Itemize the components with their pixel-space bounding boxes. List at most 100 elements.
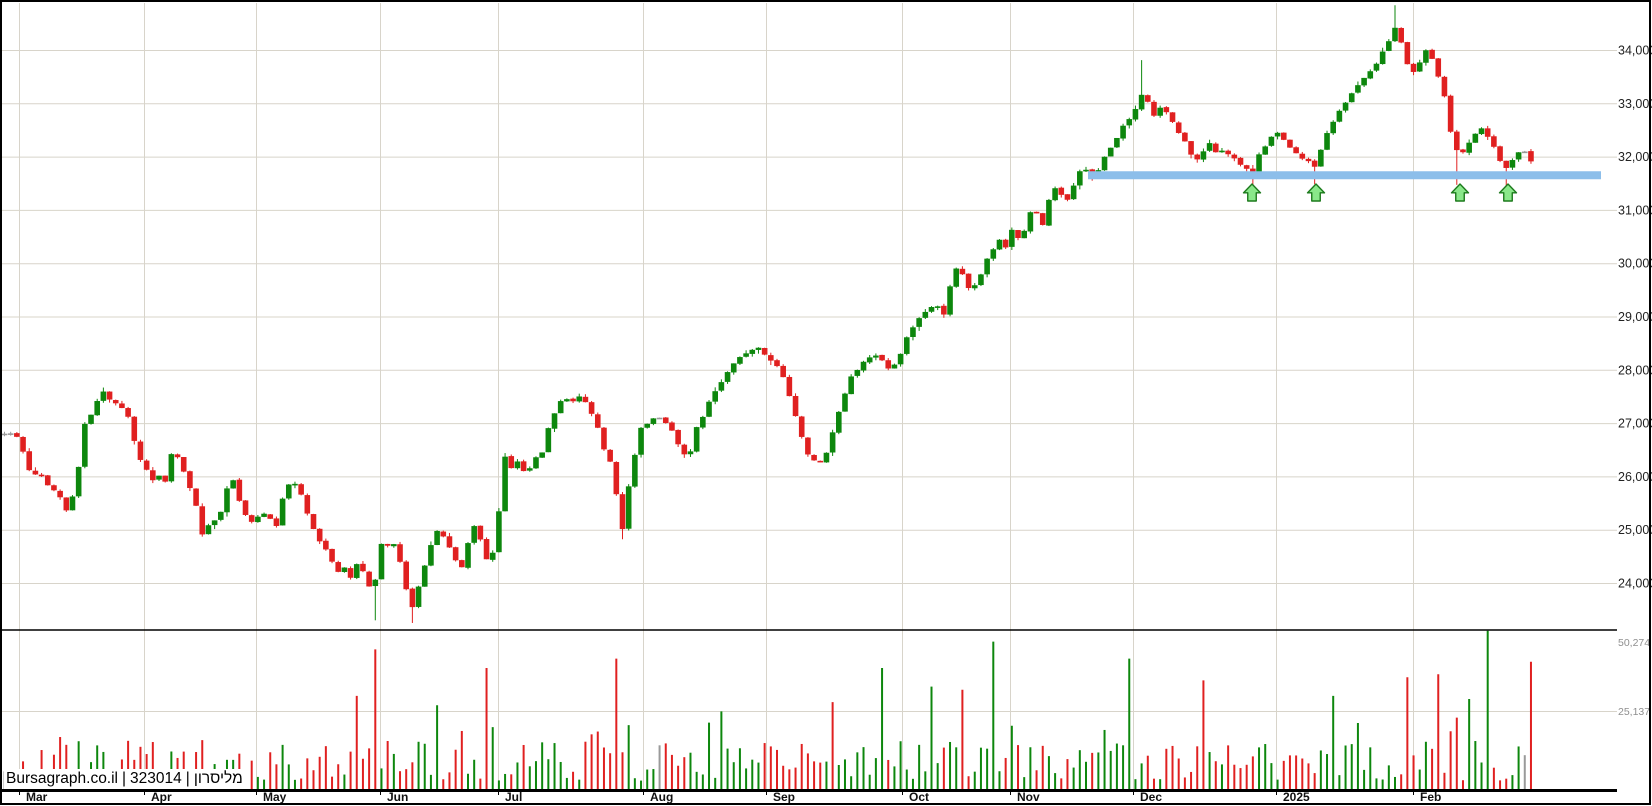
- support-trendline[interactable]: [1088, 171, 1601, 180]
- candle-body: [1262, 146, 1269, 155]
- candle-body: [1151, 101, 1157, 116]
- candle-body: [545, 428, 552, 453]
- candle-body: [916, 318, 922, 327]
- candle-body: [1361, 77, 1367, 86]
- candle-body: [934, 306, 941, 308]
- candle-body: [656, 417, 663, 420]
- candle-body: [298, 484, 304, 495]
- candle-body: [866, 357, 873, 363]
- candle-body: [761, 348, 768, 355]
- candle-body: [353, 564, 360, 578]
- candle-body: [7, 433, 14, 435]
- candle-body: [1039, 213, 1046, 225]
- candle-body: [372, 579, 379, 587]
- candle-body: [848, 376, 854, 395]
- buy-signal-arrow-icon[interactable]: [1242, 183, 1262, 202]
- buy-signal-arrow-icon[interactable]: [1450, 183, 1470, 202]
- candle-body: [366, 571, 372, 587]
- candle-body: [625, 486, 632, 529]
- candle-body: [1348, 93, 1355, 103]
- candle-body: [428, 545, 434, 566]
- candle-body: [1274, 132, 1281, 137]
- candle-body: [242, 500, 249, 515]
- candle-body: [1472, 133, 1479, 143]
- candle-body: [452, 547, 459, 561]
- candle-body: [941, 305, 947, 315]
- volume-axis-label: 50,274: [1618, 637, 1650, 649]
- candle-body: [737, 357, 743, 364]
- candle-body: [496, 511, 502, 553]
- candle-body: [1367, 71, 1374, 79]
- candle-body: [1250, 168, 1256, 172]
- candle-body: [32, 470, 39, 475]
- candle-body: [347, 568, 354, 578]
- candle-body: [384, 543, 391, 546]
- candle-body: [205, 525, 212, 535]
- candle-body: [1132, 109, 1139, 120]
- candle-body: [1441, 76, 1448, 97]
- buy-signal-arrow-icon[interactable]: [1306, 183, 1326, 202]
- candle-body: [644, 423, 651, 428]
- candle-body: [780, 365, 786, 378]
- candle-body: [669, 422, 675, 431]
- candle-body: [1243, 165, 1250, 169]
- candle-body: [174, 454, 181, 458]
- candle-body: [774, 360, 780, 367]
- candle-body: [1107, 147, 1114, 157]
- candle-body: [508, 456, 515, 469]
- month-axis-label: May: [263, 790, 287, 804]
- candle-body: [897, 353, 904, 365]
- candle-body: [743, 353, 749, 357]
- candle-body: [829, 432, 836, 453]
- candle-body: [687, 451, 694, 455]
- candle-body: [1114, 137, 1120, 148]
- month-axis-label: Jun: [387, 790, 408, 804]
- candle-body: [143, 460, 150, 470]
- candle-body: [26, 451, 33, 471]
- buy-signal-arrow-icon[interactable]: [1498, 183, 1518, 202]
- candle-body: [125, 408, 131, 417]
- candle-body: [211, 520, 218, 526]
- candle-body: [1194, 154, 1201, 160]
- candle-body: [959, 268, 966, 275]
- candle-body: [1379, 51, 1386, 65]
- candle-body: [304, 495, 311, 514]
- candle-body: [1466, 142, 1472, 153]
- candle-body: [63, 497, 70, 511]
- candle-body: [1497, 146, 1503, 161]
- candle-body: [1256, 154, 1262, 172]
- candle-body: [601, 427, 607, 450]
- candle-body: [1200, 151, 1207, 160]
- candle-body: [805, 437, 811, 455]
- candle-body: [594, 414, 601, 428]
- candle-body: [199, 506, 206, 535]
- candle-body: [477, 525, 484, 540]
- month-axis-label: Sep: [773, 790, 795, 804]
- candle-body: [112, 400, 119, 404]
- candle-body: [1163, 107, 1170, 113]
- candle-body: [811, 454, 817, 461]
- month-axis-label: Aug: [650, 790, 673, 804]
- candle-body: [69, 496, 76, 511]
- candle-body: [187, 471, 193, 489]
- price-axis-label: 28,000: [1618, 363, 1652, 377]
- candle-body: [1454, 131, 1460, 151]
- candle-body: [38, 474, 45, 477]
- candle-body: [261, 513, 267, 517]
- candle-body: [502, 456, 508, 512]
- candle-body: [1188, 141, 1194, 155]
- candle-body: [1237, 157, 1244, 165]
- candle-body: [397, 544, 403, 562]
- candle-body: [489, 552, 496, 560]
- candle-body: [316, 528, 323, 542]
- candle-body: [1157, 107, 1163, 116]
- candle-body: [718, 382, 725, 391]
- candle-body: [1521, 151, 1528, 154]
- month-axis-label: Jul: [505, 790, 522, 804]
- candle-body: [1046, 199, 1052, 226]
- candle-body: [1305, 158, 1312, 162]
- candle-body: [662, 417, 669, 424]
- candle-body: [1398, 27, 1404, 43]
